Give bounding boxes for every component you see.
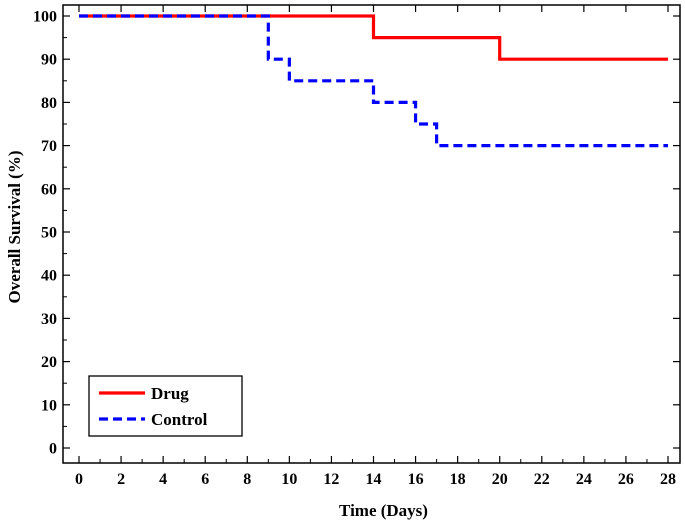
legend-label-control: Control — [151, 410, 208, 429]
x-tick-label: 8 — [243, 471, 251, 488]
series-layer — [79, 14, 668, 148]
x-tick-label: 10 — [281, 471, 297, 488]
x-tick-label: 26 — [618, 471, 634, 488]
y-tick-label: 40 — [41, 268, 57, 285]
legend-label-drug: Drug — [151, 384, 189, 403]
y-axis-title: Overall Survival (%) — [5, 151, 24, 304]
y-tick-label: 0 — [49, 441, 57, 458]
y-tick-label: 60 — [41, 181, 57, 198]
x-tick-label: 4 — [159, 471, 167, 488]
series-line-drug — [79, 14, 668, 61]
x-tick-label: 6 — [201, 471, 209, 488]
legend: Drug Control — [88, 375, 243, 437]
plot-frame — [62, 4, 681, 464]
x-tick-label: 14 — [366, 471, 382, 488]
x-tick-label: 12 — [323, 471, 339, 488]
y-tick-label: 70 — [41, 138, 57, 155]
y-tick-label: 30 — [41, 311, 57, 328]
y-tick-label: 50 — [41, 225, 57, 242]
series-line-control — [79, 14, 668, 148]
x-tick-label: 24 — [576, 471, 592, 488]
x-axis-ticks: 0 2 4 6 8 10 12 14 16 18 20 22 24 26 28 — [75, 5, 676, 488]
y-tick-label: 80 — [41, 95, 57, 112]
x-tick-label: 28 — [660, 471, 676, 488]
y-tick-label: 90 — [41, 52, 57, 69]
y-tick-label: 10 — [41, 397, 57, 414]
x-tick-label: 20 — [492, 471, 508, 488]
y-axis-ticks: 0 10 20 30 40 50 60 70 80 90 100 — [33, 9, 680, 458]
x-tick-label: 0 — [75, 471, 83, 488]
x-tick-label: 22 — [534, 471, 550, 488]
x-tick-label: 18 — [450, 471, 466, 488]
plot-border — [62, 4, 681, 464]
x-axis-title: Time (Days) — [339, 501, 428, 520]
y-tick-label: 20 — [41, 354, 57, 371]
x-tick-label: 16 — [408, 471, 424, 488]
legend-box — [88, 375, 243, 437]
y-tick-label: 100 — [33, 9, 57, 26]
x-tick-label: 2 — [117, 471, 125, 488]
